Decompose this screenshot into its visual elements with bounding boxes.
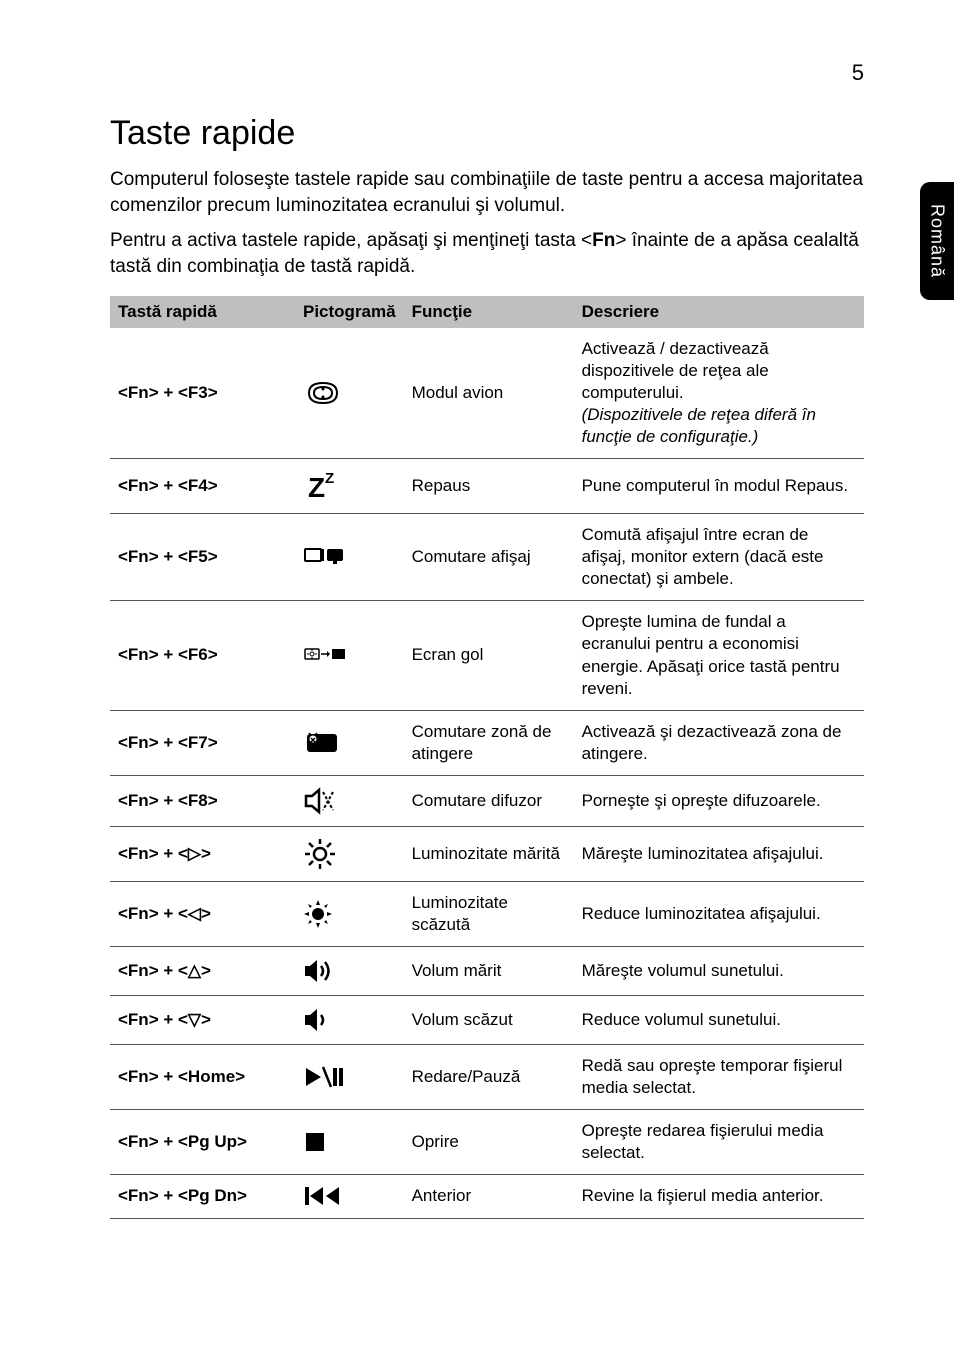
touchpad-icon bbox=[295, 710, 404, 775]
cell-key: <Fn> + <▷> bbox=[110, 826, 295, 881]
hotkeys-table: Tastă rapidă Pictogramă Funcţie Descrier… bbox=[110, 296, 864, 1219]
language-tab: Română bbox=[920, 182, 954, 300]
table-row: <Fn> + <▽> Volum scăzutReduce volumul sun… bbox=[110, 996, 864, 1045]
stop-icon bbox=[295, 1110, 404, 1175]
brightness-up-icon bbox=[295, 826, 404, 881]
cell-key: <Fn> + <△> bbox=[110, 947, 295, 996]
cell-key: <Fn> + <F4> bbox=[110, 459, 295, 514]
table-row: <Fn> + <F4>ZZRepausPune computerul în mo… bbox=[110, 459, 864, 514]
cell-function: Repaus bbox=[404, 459, 574, 514]
cell-function: Comutare afişaj bbox=[404, 514, 574, 601]
cell-key: <Fn> + <F7> bbox=[110, 710, 295, 775]
cell-description: Activează / dezactivează dispozitivele d… bbox=[574, 328, 864, 459]
table-row: <Fn> + <Home> Redare/PauzăRedă sau opreşt… bbox=[110, 1045, 864, 1110]
page-number: 5 bbox=[110, 60, 864, 86]
cell-description: Reduce luminozitatea afişajului. bbox=[574, 881, 864, 946]
cell-function: Oprire bbox=[404, 1110, 574, 1175]
table-row: <Fn> + <F6> Ecran golOpreşte lumina de fu… bbox=[110, 601, 864, 710]
cell-key: <Fn> + <F5> bbox=[110, 514, 295, 601]
cell-description: Comută afişajul între ecran de afişaj, m… bbox=[574, 514, 864, 601]
cell-description: Măreşte luminozitatea afişajului. bbox=[574, 826, 864, 881]
cell-description: Porneşte şi opreşte difuzoarele. bbox=[574, 775, 864, 826]
th-key: Tastă rapidă bbox=[110, 296, 295, 328]
table-row: <Fn> + <Pg Up> OprireOpreşte redarea fişi… bbox=[110, 1110, 864, 1175]
language-tab-label: Română bbox=[927, 204, 948, 278]
cell-function: Ecran gol bbox=[404, 601, 574, 710]
cell-description: Măreşte volumul sunetului. bbox=[574, 947, 864, 996]
cell-function: Redare/Pauză bbox=[404, 1045, 574, 1110]
page-title: Taste rapide bbox=[110, 114, 864, 153]
speaker-toggle-icon bbox=[295, 775, 404, 826]
cell-key: <Fn> + <◁> bbox=[110, 881, 295, 946]
th-icon: Pictogramă bbox=[295, 296, 404, 328]
cell-function: Luminozitate mărită bbox=[404, 826, 574, 881]
table-row: <Fn> + <F3> Modul avionActivează / dezact… bbox=[110, 328, 864, 459]
blank-screen-icon bbox=[295, 601, 404, 710]
cell-key: <Fn> + <Pg Up> bbox=[110, 1110, 295, 1175]
cell-function: Luminozitate scăzută bbox=[404, 881, 574, 946]
volume-down-icon bbox=[295, 996, 404, 1045]
th-desc: Descriere bbox=[574, 296, 864, 328]
cell-function: Anterior bbox=[404, 1175, 574, 1218]
intro-paragraph-2: Pentru a activa tastele rapide, apăsaţi … bbox=[110, 228, 864, 279]
cell-function: Modul avion bbox=[404, 328, 574, 459]
svg-text:Z: Z bbox=[325, 470, 334, 487]
cell-description: Redă sau opreşte temporar fişierul media… bbox=[574, 1045, 864, 1110]
cell-function: Volum scăzut bbox=[404, 996, 574, 1045]
table-row: <Fn> + <△> Volum măritMăreşte volumul sun… bbox=[110, 947, 864, 996]
volume-up-icon bbox=[295, 947, 404, 996]
cell-description: Opreşte redarea fişierului media selecta… bbox=[574, 1110, 864, 1175]
table-row: <Fn> + <F5> Comutare afişajComută afişaju… bbox=[110, 514, 864, 601]
cell-key: <Fn> + <F8> bbox=[110, 775, 295, 826]
cell-description: Reduce volumul sunetului. bbox=[574, 996, 864, 1045]
table-row: <Fn> + <F8> Comutare difuzorPorneşte şi o… bbox=[110, 775, 864, 826]
cell-key: <Fn> + <▽> bbox=[110, 996, 295, 1045]
cell-description: Revine la fişierul media anterior. bbox=[574, 1175, 864, 1218]
intro-paragraph-1: Computerul foloseşte tastele rapide sau … bbox=[110, 167, 864, 218]
cell-description: Activează şi dezactivează zona de atinge… bbox=[574, 710, 864, 775]
table-row: <Fn> + <Pg Dn> AnteriorRevine la fişierul… bbox=[110, 1175, 864, 1218]
th-func: Funcţie bbox=[404, 296, 574, 328]
intro-block: Computerul foloseşte tastele rapide sau … bbox=[110, 167, 864, 280]
play-pause-icon bbox=[295, 1045, 404, 1110]
svg-text:Z: Z bbox=[308, 472, 325, 503]
table-header-row: Tastă rapidă Pictogramă Funcţie Descrier… bbox=[110, 296, 864, 328]
prev-icon bbox=[295, 1175, 404, 1218]
cell-function: Comutare difuzor bbox=[404, 775, 574, 826]
cell-key: <Fn> + <Pg Dn> bbox=[110, 1175, 295, 1218]
cell-key: <Fn> + <F6> bbox=[110, 601, 295, 710]
brightness-down-icon bbox=[295, 881, 404, 946]
cell-function: Volum mărit bbox=[404, 947, 574, 996]
display-switch-icon bbox=[295, 514, 404, 601]
cell-description: Pune computerul în modul Repaus. bbox=[574, 459, 864, 514]
table-row: <Fn> + <◁> Luminozitate scăzutăReduce lum… bbox=[110, 881, 864, 946]
table-row: <Fn> + <▷> Luminozitate mărităMăreşte lum… bbox=[110, 826, 864, 881]
cell-key: <Fn> + <F3> bbox=[110, 328, 295, 459]
cell-key: <Fn> + <Home> bbox=[110, 1045, 295, 1110]
table-row: <Fn> + <F7> Comutare zonă de atingereActi… bbox=[110, 710, 864, 775]
airplane-icon bbox=[295, 328, 404, 459]
cell-function: Comutare zonă de atingere bbox=[404, 710, 574, 775]
sleep-icon: ZZ bbox=[295, 459, 404, 514]
cell-description: Opreşte lumina de fundal a ecranului pen… bbox=[574, 601, 864, 710]
